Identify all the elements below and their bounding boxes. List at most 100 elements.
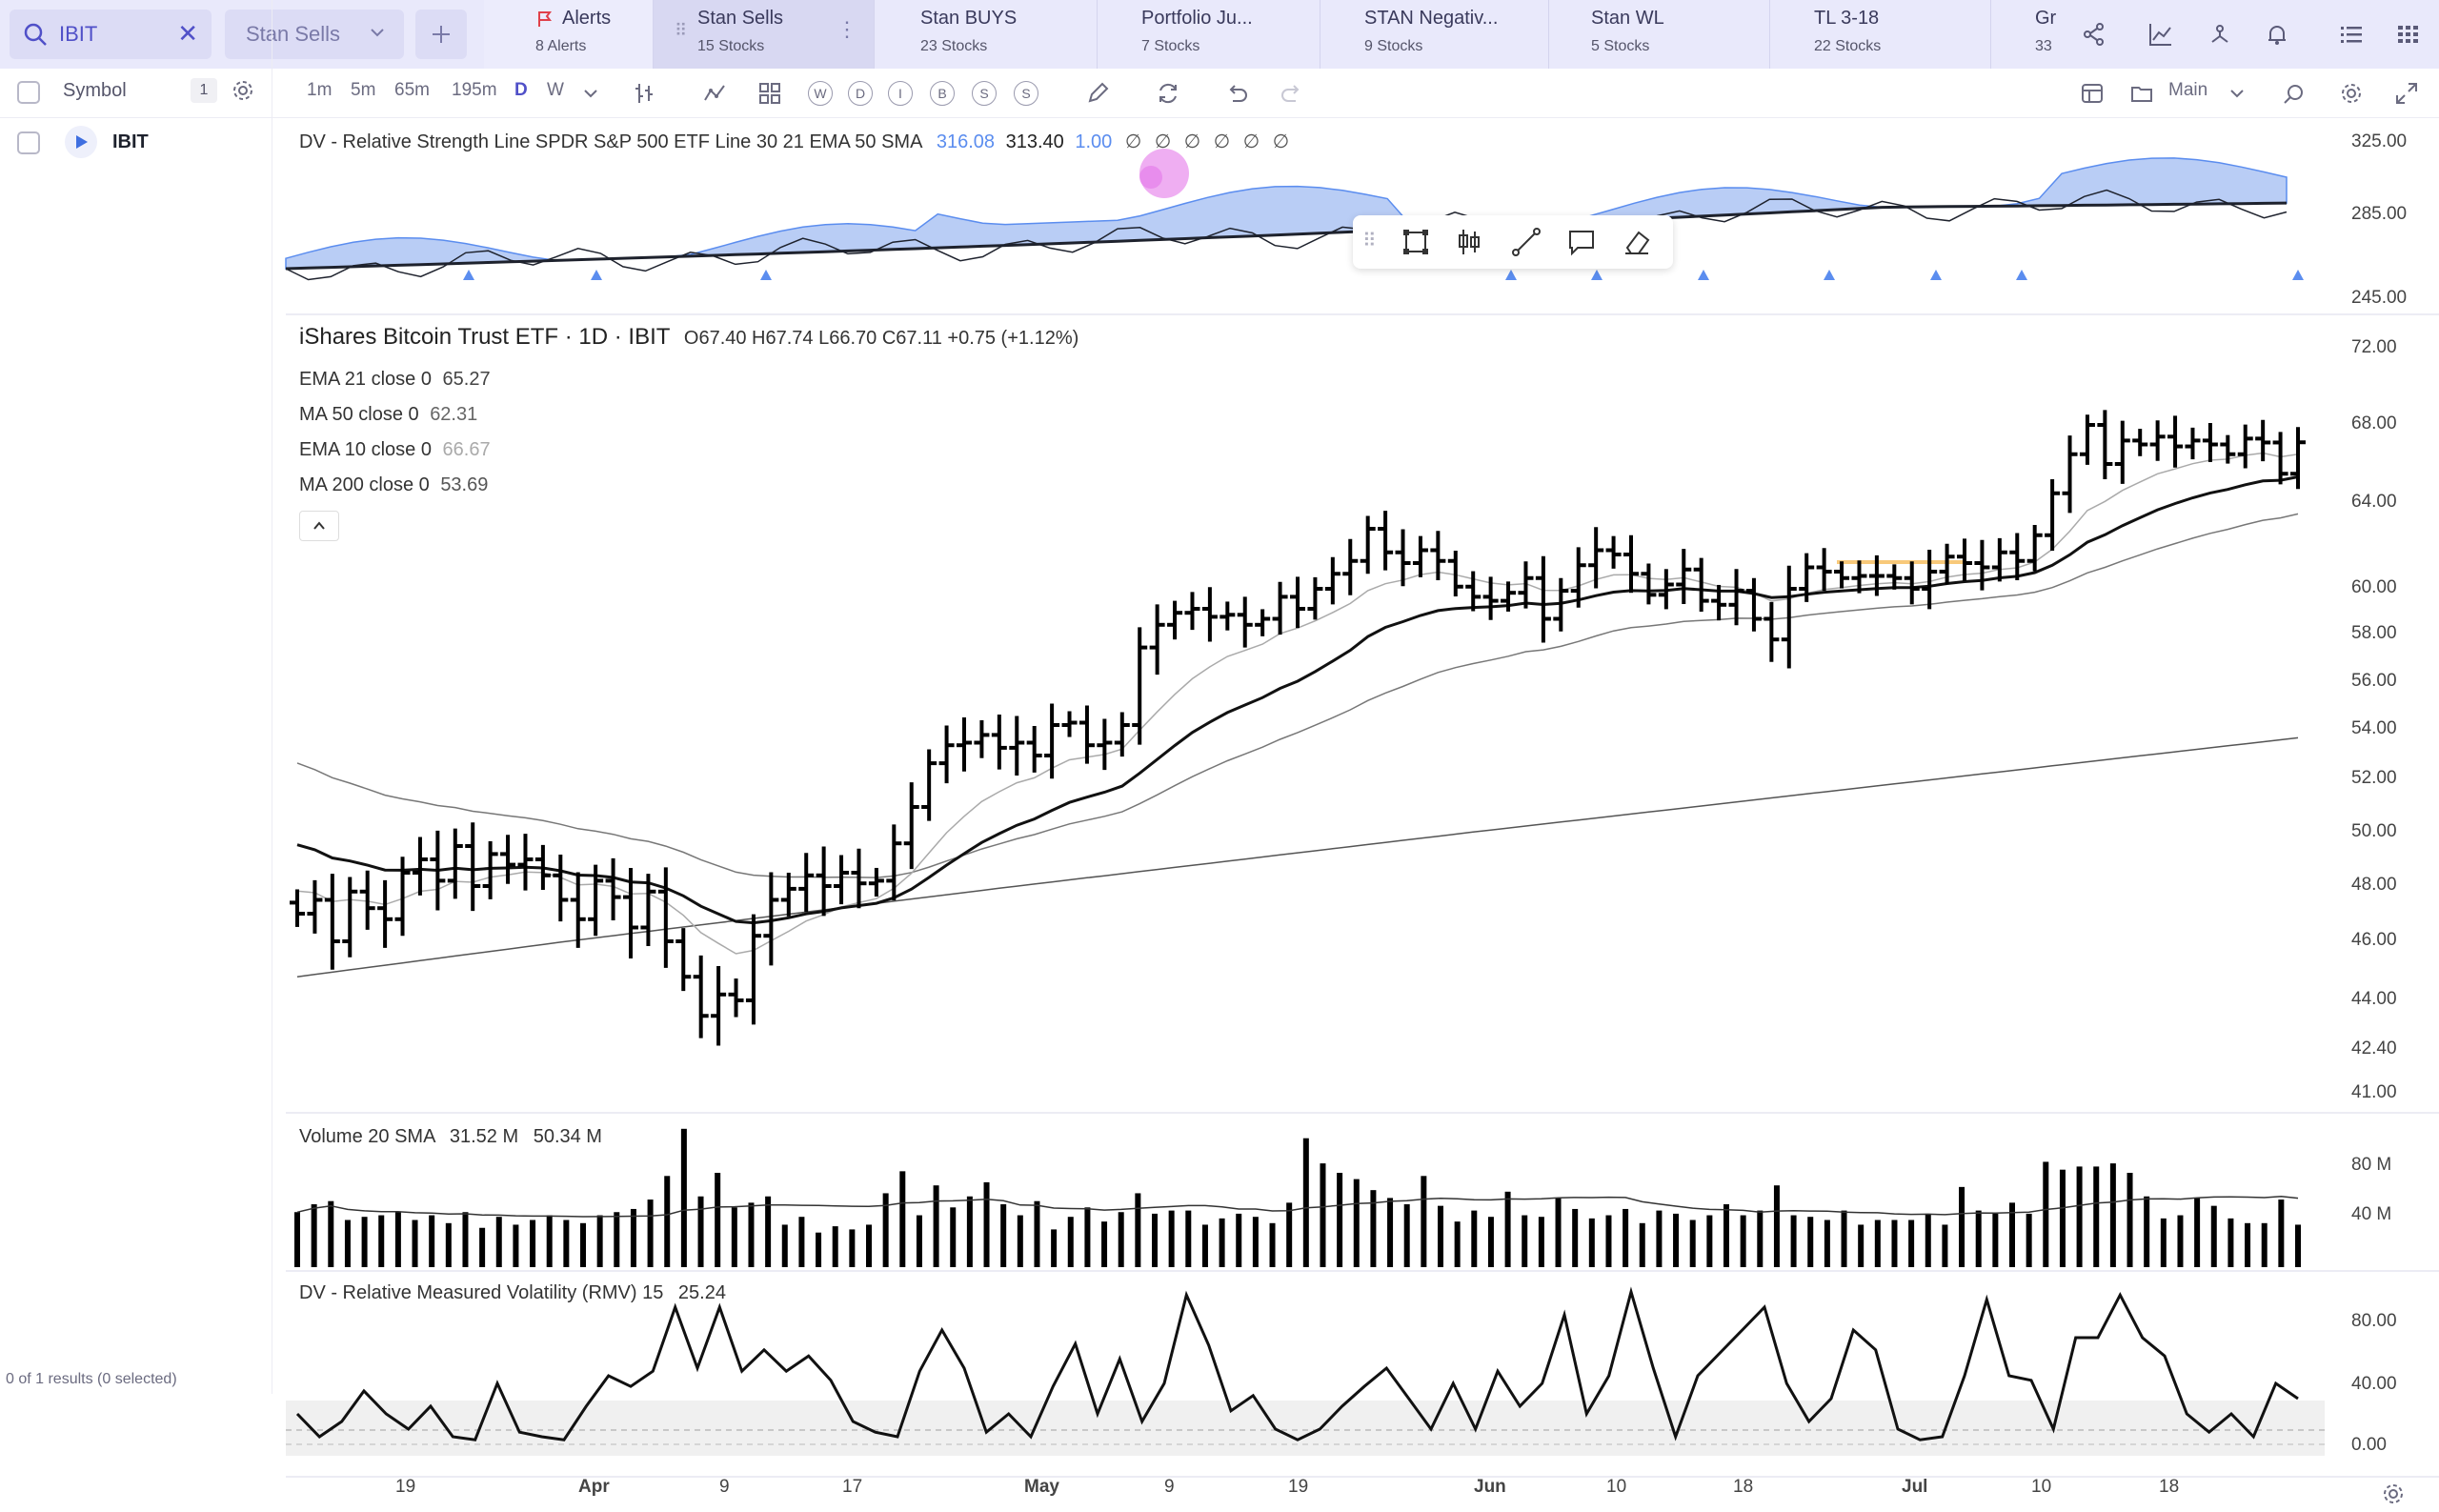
tab-gr[interactable]: Gr 33 xyxy=(1991,0,2067,69)
toggle-b-button[interactable]: B xyxy=(930,81,955,106)
candles-tool-icon[interactable] xyxy=(1454,227,1484,262)
redo-icon[interactable] xyxy=(1277,78,1307,109)
price-bar xyxy=(605,857,621,920)
magic-search-icon[interactable] xyxy=(2279,78,2309,109)
tab-title: Portfolio Ju... xyxy=(1141,8,1253,29)
axis-tick: 56.00 xyxy=(2351,671,2397,691)
chart-line-icon[interactable] xyxy=(2142,15,2180,53)
collapse-legend-button[interactable] xyxy=(299,511,339,541)
settings-circle-icon[interactable] xyxy=(2382,1482,2405,1511)
price-bar xyxy=(1588,527,1604,589)
trendline-tool-icon[interactable] xyxy=(1511,227,1542,262)
pencil-icon[interactable] xyxy=(1082,78,1113,109)
symbol-search-input[interactable]: IBIT ✕ xyxy=(10,10,212,59)
price-bar xyxy=(2167,415,2184,468)
bell-icon[interactable] xyxy=(2258,15,2296,53)
layout-grid-icon[interactable] xyxy=(755,78,785,109)
price-bar xyxy=(1851,560,1867,594)
share-icon[interactable] xyxy=(2075,15,2113,53)
layout-name[interactable]: Main xyxy=(2168,80,2208,100)
time-scale[interactable]: 19 Apr 9 17 May 9 19 Jun 10 18 Jul 10 18 xyxy=(286,1477,2403,1512)
indicator-ema21[interactable]: EMA 21 close 0 65.27 xyxy=(299,362,1078,397)
toggle-i-button[interactable]: I xyxy=(888,81,913,106)
layout-panel-icon[interactable] xyxy=(2077,78,2107,109)
volume-bar xyxy=(2160,1218,2167,1267)
list-view-icon[interactable] xyxy=(2332,15,2370,53)
comment-tool-icon[interactable] xyxy=(1566,227,1597,262)
add-watchlist-button[interactable] xyxy=(415,10,467,59)
price-scale[interactable]: 325.00 285.00 245.00 72.00 68.00 64.00 6… xyxy=(2325,118,2439,1477)
drag-handle-icon[interactable]: ⠿ xyxy=(1362,231,1377,252)
row-checkbox[interactable] xyxy=(17,131,40,154)
drag-handle-icon[interactable]: ⠿ xyxy=(675,21,688,40)
indicator-ma200[interactable]: MA 200 close 0 53.69 xyxy=(299,468,1078,503)
rmv-value: 25.24 xyxy=(677,1282,726,1303)
indicator-ema10[interactable]: EMA 10 close 0 66.67 xyxy=(299,433,1078,468)
price-bar xyxy=(1201,587,1218,642)
interval-195m[interactable]: 195m xyxy=(452,80,497,100)
toggle-s2-button[interactable]: S xyxy=(1014,81,1038,106)
grid-view-icon[interactable] xyxy=(2389,15,2428,53)
tab-stan-sells[interactable]: ⠿ Stan Sells 15 Stocks ⋮ xyxy=(654,0,875,69)
price-bar xyxy=(1834,561,1850,589)
interval-w[interactable]: W xyxy=(547,80,564,100)
price-bar xyxy=(974,720,990,758)
price-bar xyxy=(1974,539,1990,591)
nodes-icon[interactable] xyxy=(2201,15,2239,53)
interval-d[interactable]: D xyxy=(514,80,528,100)
chevron-down-icon[interactable] xyxy=(2222,78,2252,109)
symbol-column-header[interactable]: Symbol xyxy=(63,80,127,101)
tab-tl-3-18[interactable]: TL 3-18 22 Stocks xyxy=(1770,0,1991,69)
volume-bar xyxy=(462,1212,469,1267)
toggle-d-button[interactable]: D xyxy=(848,81,873,106)
toggle-s-button[interactable]: S xyxy=(972,81,997,106)
tab-stan-wl[interactable]: Stan WL 5 Stocks xyxy=(1549,0,1770,69)
price-bar xyxy=(1026,726,1042,773)
highlight-marker xyxy=(1139,149,1189,198)
toggle-w-button[interactable]: W xyxy=(808,81,833,106)
volume-bar xyxy=(849,1229,856,1267)
tab-portfolio[interactable]: Portfolio Ju... 7 Stocks xyxy=(1098,0,1320,69)
volume-bar xyxy=(781,1224,788,1267)
ema21-line xyxy=(296,475,2299,925)
price-bar xyxy=(1009,716,1025,776)
price-bar xyxy=(1430,531,1446,580)
gear-icon[interactable] xyxy=(231,78,255,108)
volume-bar xyxy=(2278,1200,2285,1267)
price-bar xyxy=(1412,535,1428,577)
rectangle-tool-icon[interactable] xyxy=(1401,227,1431,262)
interval-65m[interactable]: 65m xyxy=(394,80,430,100)
price-bar xyxy=(2026,524,2043,572)
list-item[interactable]: IBIT xyxy=(0,122,272,164)
refresh-icon[interactable] xyxy=(1153,78,1183,109)
undo-icon[interactable] xyxy=(1221,78,1252,109)
volume-bar xyxy=(1320,1163,1326,1267)
indicator-ma50[interactable]: MA 50 close 0 62.31 xyxy=(299,397,1078,433)
axis-tick: 44.00 xyxy=(2351,989,2397,1009)
fullscreen-icon[interactable] xyxy=(2391,78,2422,109)
gear-icon[interactable] xyxy=(2336,78,2367,109)
eraser-tool-icon[interactable] xyxy=(1622,227,1652,262)
price-bar xyxy=(1061,711,1078,737)
more-vert-icon[interactable]: ⋮ xyxy=(837,17,857,41)
price-bar xyxy=(1711,584,1727,621)
close-icon[interactable]: ✕ xyxy=(177,19,198,48)
volume-bar xyxy=(1757,1210,1764,1267)
price-bar xyxy=(1501,581,1517,612)
tab-stan-buys[interactable]: Stan BUYS 23 Stocks xyxy=(875,0,1098,69)
search-value[interactable]: IBIT xyxy=(59,22,98,46)
chevron-down-icon[interactable] xyxy=(575,78,606,109)
watchlist-dropdown[interactable]: Stan Sells xyxy=(225,10,404,59)
play-icon[interactable] xyxy=(65,126,97,158)
bar-style-icon[interactable] xyxy=(629,78,659,109)
tab-alerts[interactable]: Alerts 8 Alerts xyxy=(484,0,654,69)
select-all-checkbox[interactable] xyxy=(17,81,40,104)
indicators-icon[interactable] xyxy=(699,78,730,109)
interval-1m[interactable]: 1m xyxy=(307,80,333,100)
rmv-legend-title: DV - Relative Measured Volatility (RMV) … xyxy=(299,1282,664,1303)
volume-bar xyxy=(495,1217,502,1267)
folder-icon[interactable] xyxy=(2127,78,2157,109)
tab-stan-negative[interactable]: STAN Negativ... 9 Stocks xyxy=(1320,0,1549,69)
volume-bars xyxy=(294,1128,2301,1267)
interval-5m[interactable]: 5m xyxy=(351,80,376,100)
